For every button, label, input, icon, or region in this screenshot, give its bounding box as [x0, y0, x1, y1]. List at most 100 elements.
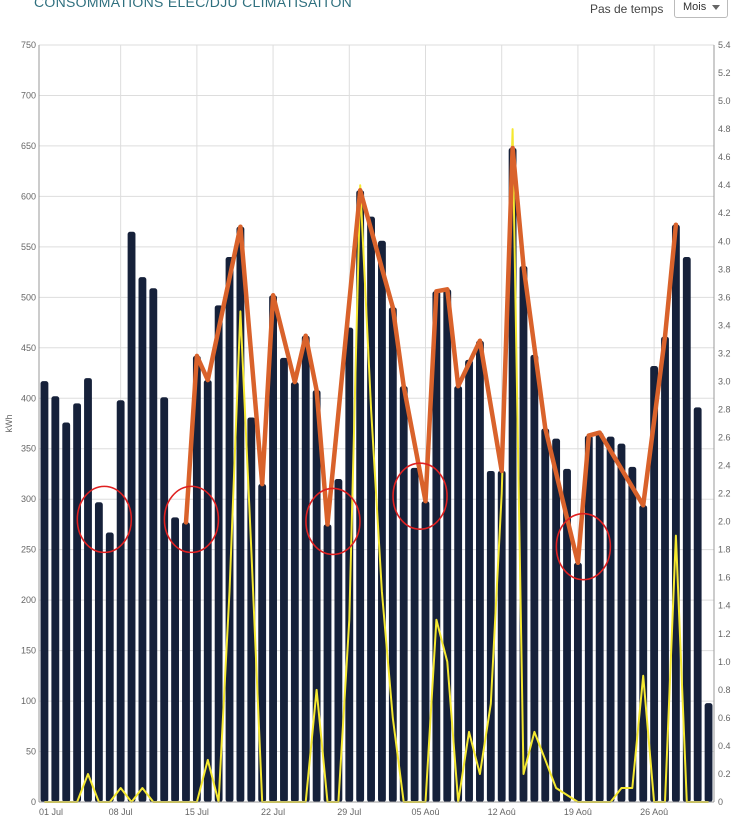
highlight-circles — [76, 462, 612, 581]
bar — [432, 291, 441, 802]
bar — [584, 435, 593, 802]
y-tick-label: 300 — [21, 494, 36, 504]
y2-tick-label: 2.8 — [718, 404, 731, 414]
y2-tick-label: 4.2 — [718, 208, 731, 218]
y-tick-label: 750 — [21, 40, 36, 50]
y2-tick-label: 4.0 — [718, 236, 731, 246]
x-tick-label: 22 Jul — [261, 807, 285, 817]
bar — [290, 382, 299, 802]
x-tick-label: 19 Aoû — [564, 807, 592, 817]
highlight-circle — [76, 485, 133, 554]
bar — [84, 378, 92, 802]
bar — [410, 467, 419, 802]
y-tick-label: 400 — [21, 393, 36, 403]
y2-tick-label: 2.0 — [718, 517, 731, 527]
trend-line — [183, 145, 679, 566]
bar — [62, 422, 71, 802]
y2-tick-label: 3.2 — [718, 348, 731, 358]
bar — [182, 522, 190, 802]
y2-tick-label: 3.4 — [718, 320, 731, 330]
bar — [399, 386, 408, 802]
bar — [628, 466, 637, 802]
y2-tick-label: 3.0 — [718, 376, 731, 386]
y2-tick-label: 1.4 — [718, 601, 731, 611]
bar — [704, 703, 713, 802]
bar — [192, 355, 201, 802]
x-tick-label: 15 Jul — [185, 807, 209, 817]
bar — [149, 288, 158, 802]
bar — [301, 335, 310, 802]
y2-tick-label: 1.0 — [718, 657, 731, 667]
y-tick-label: 650 — [21, 141, 36, 151]
bar — [51, 396, 60, 802]
bar — [280, 357, 288, 802]
y-tick-label: 450 — [21, 343, 36, 353]
y2-tick-label: 0.8 — [718, 685, 731, 695]
bar — [530, 354, 539, 802]
bar — [563, 468, 571, 802]
y2-tick-label: 4.6 — [718, 152, 731, 162]
bar — [138, 277, 147, 802]
y2-tick-label: 5.4 — [718, 40, 731, 50]
bar — [214, 305, 223, 802]
bar — [356, 190, 365, 802]
bar — [606, 436, 615, 802]
y-tick-label: 150 — [21, 646, 36, 656]
bar — [171, 517, 180, 802]
x-tick-label: 29 Jul — [337, 807, 361, 817]
chevron-down-icon — [712, 5, 720, 10]
y2-tick-label: 1.2 — [718, 629, 731, 639]
bar — [40, 381, 49, 802]
y2-tick-label: 4.4 — [718, 180, 731, 190]
x-tick-label: 05 Aoû — [411, 807, 439, 817]
bar — [454, 386, 463, 802]
y2-tick-label: 2.2 — [718, 489, 731, 499]
bar — [116, 400, 125, 802]
y2-tick-label: 0.4 — [718, 741, 731, 751]
highlight-circle — [555, 512, 612, 581]
bar — [345, 327, 354, 802]
y2-tick-label: 0 — [718, 797, 723, 807]
y2-tick-label: 2.6 — [718, 433, 731, 443]
y2-tick-label: 3.6 — [718, 292, 731, 302]
bar — [443, 289, 452, 802]
x-tick-label: 26 Aoû — [640, 807, 668, 817]
y-tick-label: 200 — [21, 595, 36, 605]
bar — [671, 224, 680, 803]
y2-tick-label: 3.8 — [718, 264, 731, 274]
bar — [203, 380, 212, 802]
bar — [552, 438, 561, 802]
bar — [693, 407, 702, 802]
highlight-circle — [163, 485, 220, 554]
y-tick-label: 600 — [21, 191, 36, 201]
time-step-label: Pas de temps — [590, 2, 664, 16]
y2-tick-label: 0.6 — [718, 713, 731, 723]
bar — [73, 403, 82, 802]
y-tick-label: 0 — [31, 797, 36, 807]
bar — [258, 484, 267, 802]
bar — [497, 470, 506, 802]
bar — [650, 365, 659, 802]
bar — [639, 505, 648, 802]
bar — [388, 307, 397, 802]
y-tick-label: 350 — [21, 444, 36, 454]
y-tick-label: 700 — [21, 90, 36, 100]
bar — [421, 501, 430, 802]
y-tick-label: 250 — [21, 545, 36, 555]
bar — [334, 479, 343, 802]
y2-tick-label: 5.0 — [718, 96, 731, 106]
bar — [573, 562, 582, 802]
axes: 0 50 100 150 200 250 300 350 400 450 500 550 600 650 7… — [4, 40, 731, 817]
y2-tick-label: 4.8 — [718, 124, 731, 134]
y-tick-label: 100 — [21, 696, 36, 706]
bar — [378, 240, 386, 802]
y-tick-label: 500 — [21, 292, 36, 302]
bar — [225, 256, 234, 803]
bar — [595, 432, 604, 802]
y-axis-title: kWh — [4, 415, 14, 433]
time-step-select[interactable]: Mois — [674, 0, 728, 18]
x-tick-label: 01 Jul — [39, 807, 63, 817]
bar — [94, 502, 103, 802]
y-tick-label: 550 — [21, 242, 36, 252]
highlight-circle — [392, 462, 448, 530]
